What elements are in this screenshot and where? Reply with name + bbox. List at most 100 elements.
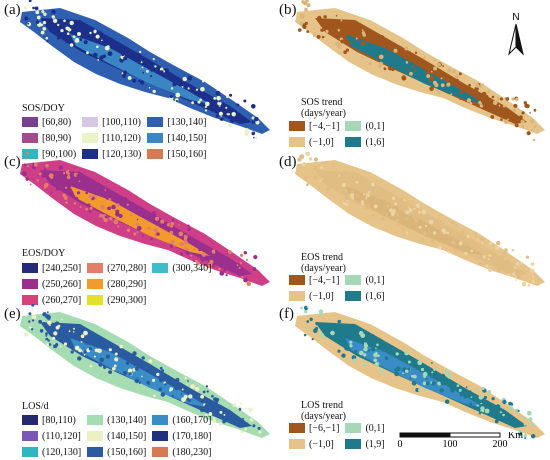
map-pixel-cluster	[445, 368, 448, 372]
map-pixel-cluster	[496, 240, 501, 246]
map-pixel-cluster	[403, 199, 406, 202]
map-pixel-cluster	[134, 378, 140, 384]
map-pixel-cluster	[524, 437, 527, 440]
map-pixel-cluster	[142, 71, 145, 74]
map-pixel-cluster	[148, 359, 153, 363]
map-pixel-cluster	[365, 193, 370, 198]
map-pixel-cluster	[242, 417, 244, 420]
map-pixel-cluster	[141, 375, 143, 378]
map-pixel-cluster	[514, 279, 517, 281]
map-pixel-cluster	[431, 238, 435, 243]
map-pixel-cluster	[469, 102, 473, 105]
map-pixel-cluster	[101, 39, 103, 42]
legend-item: (1,6]	[345, 134, 385, 150]
map-pixel-cluster	[35, 20, 40, 24]
map-pixel-cluster	[371, 346, 376, 352]
map-pixel-cluster	[92, 181, 95, 185]
map-pixel-cluster	[378, 368, 383, 373]
map-pixel-cluster	[363, 179, 368, 184]
map-pixel-cluster	[135, 222, 140, 227]
map-pixel-cluster	[379, 35, 385, 40]
map-pixel-cluster	[481, 91, 487, 97]
map-pixel-cluster	[349, 344, 353, 348]
map-pixel-cluster	[423, 375, 427, 378]
map-pixel-cluster	[89, 364, 93, 368]
map-pixel-cluster	[139, 80, 145, 85]
map-pixel-cluster	[369, 39, 373, 44]
map-pixel-cluster	[404, 351, 409, 356]
map-pixel-cluster	[325, 29, 329, 33]
map-pixel-cluster	[31, 314, 37, 320]
legend-item: (250,260]	[22, 276, 81, 292]
map-pixel-cluster	[315, 322, 319, 326]
map-pixel-cluster	[337, 43, 342, 49]
map-pixel-cluster	[28, 320, 31, 323]
region-zone-accent	[70, 34, 210, 104]
map-pixel-cluster	[530, 268, 535, 274]
legend-label: [90,100)	[42, 148, 77, 160]
map-pixel-cluster	[459, 90, 463, 95]
map-pixel-cluster	[426, 214, 429, 217]
map-pixel-cluster	[88, 347, 93, 351]
map-pixel-cluster	[204, 109, 208, 112]
map-pixel-cluster	[72, 35, 76, 38]
map-pixel-cluster	[385, 213, 388, 216]
map-pixel-cluster	[404, 67, 406, 70]
map-pixel-cluster	[193, 260, 195, 263]
map-pixel-cluster	[316, 17, 319, 20]
map-pixel-cluster	[169, 389, 172, 392]
legend-swatch	[289, 275, 305, 285]
map-pixel-cluster	[491, 397, 495, 401]
map-pixel-cluster	[126, 228, 131, 232]
map-pixel-cluster	[175, 92, 181, 98]
map-pixel-cluster	[195, 88, 199, 91]
map-pixel-cluster	[243, 277, 249, 283]
map-pixel-cluster	[341, 21, 347, 26]
map-pixel-cluster	[316, 34, 321, 39]
legend-item: [120,130)	[82, 146, 141, 162]
map-pixel-cluster	[25, 177, 29, 181]
map-pixel-cluster	[138, 381, 142, 384]
map-pixel-cluster	[89, 36, 92, 40]
map-pixel-cluster	[385, 53, 388, 56]
map-pixel-cluster	[66, 175, 71, 180]
map-pixel-cluster	[132, 351, 137, 356]
map-pixel-cluster	[481, 386, 485, 390]
map-pixel-cluster	[455, 78, 459, 82]
map-pixel-cluster	[35, 10, 40, 15]
map-pixel-cluster	[514, 123, 519, 128]
map-pixel-cluster	[352, 358, 357, 363]
map-pixel-cluster	[412, 214, 416, 218]
map-pixel-cluster	[306, 3, 311, 8]
map-pixel-cluster	[83, 40, 88, 45]
map-pixel-cluster	[417, 356, 420, 359]
map-pixel-cluster	[494, 245, 500, 250]
map-pixel-cluster	[156, 232, 160, 236]
map-pixel-cluster	[218, 106, 223, 111]
map-pixel-cluster	[352, 190, 355, 193]
map-pixel-cluster	[239, 402, 242, 405]
scale-bar: 0 100 200 Km	[398, 432, 524, 450]
legend-title-line: (days/year)	[301, 263, 346, 274]
legend-swatch	[22, 149, 38, 159]
map-pixel-cluster	[128, 372, 132, 376]
map-pixel-cluster	[345, 48, 349, 52]
map-pixel-cluster	[239, 261, 242, 265]
map-pixel-cluster	[181, 86, 184, 88]
map-pixel-cluster	[412, 374, 417, 379]
map-pixel-cluster	[520, 119, 525, 124]
map-pixel-cluster	[212, 419, 217, 423]
panel-label: (c)	[4, 154, 21, 170]
map-pixel-cluster	[408, 207, 413, 213]
map-pixel-cluster	[414, 218, 419, 223]
map-pixel-cluster	[178, 224, 180, 226]
map-pixel-cluster	[51, 9, 56, 15]
map-pixel-cluster	[31, 308, 34, 310]
map-pixel-cluster	[222, 409, 227, 414]
map-pixel-cluster	[437, 381, 442, 386]
legend-swatch	[87, 431, 104, 441]
map-pixel-cluster	[23, 163, 27, 166]
map-pixel-cluster	[169, 230, 174, 235]
map-pixel-cluster	[479, 85, 482, 89]
legend-swatch	[87, 279, 104, 289]
